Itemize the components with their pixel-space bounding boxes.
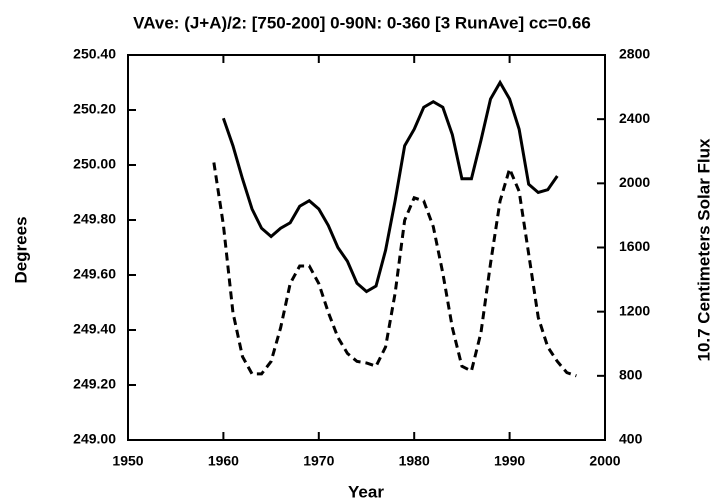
y-tick-label: 249.00 [73,431,116,447]
x-tick-label: 1970 [303,453,334,469]
y2-tick-label: 1200 [619,302,650,318]
y2-tick-label: 800 [619,367,643,383]
chart-title: VAve: (J+A)/2: [750-200] 0-90N: 0-360 [3… [133,13,591,32]
x-tick-label: 1950 [112,453,143,469]
y-tick-label: 249.60 [73,266,116,282]
y2-axis-label: 10.7 Centimeters Solar Flux [694,138,713,362]
y2-tick-label: 2000 [619,174,650,190]
y-tick-label: 250.40 [73,46,116,62]
x-tick-label: 2000 [589,453,620,469]
x-axis-label: Year [348,482,384,501]
y2-tick-label: 1600 [619,238,650,254]
y2-tick-label: 2800 [619,46,650,62]
y-tick-label: 249.80 [73,211,116,227]
y-axis-label: Degrees [11,216,30,283]
y-tick-label: 249.20 [73,376,116,392]
x-tick-label: 1990 [494,453,525,469]
y-tick-label: 250.20 [73,101,116,117]
x-tick-label: 1960 [208,453,239,469]
series-line [212,162,577,378]
y-tick-label: 249.40 [73,321,116,337]
y2-tick-label: 400 [619,431,643,447]
plot-frame [127,54,606,441]
y-tick-label: 250.00 [73,156,116,172]
series-line [221,79,559,294]
y2-tick-label: 2400 [619,110,650,126]
x-tick-label: 1980 [399,453,430,469]
